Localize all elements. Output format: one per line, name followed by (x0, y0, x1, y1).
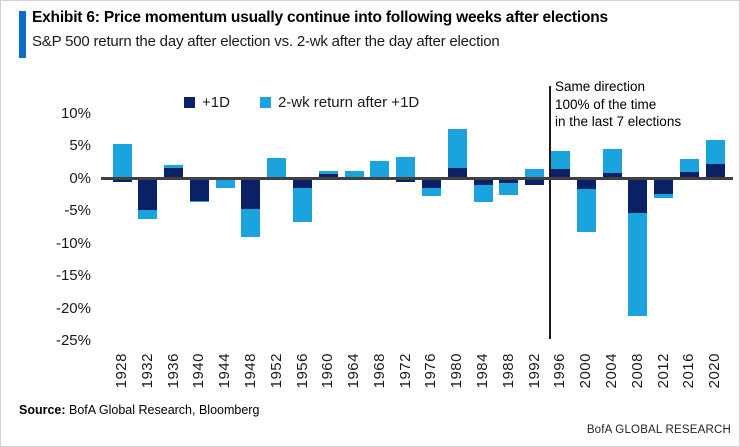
bar-segment-plus1d (679, 171, 699, 179)
x-tick-label: 2008 (628, 353, 646, 389)
x-tick-label: 2000 (577, 353, 595, 389)
bar-segment-plus1d (396, 178, 416, 182)
annotation-line: 100% of the time (555, 96, 657, 112)
bar-segment-2wk (138, 209, 158, 219)
bar-segment-2wk (499, 182, 519, 195)
bar-segment-2wk (112, 144, 132, 179)
bar-segment-2wk (628, 213, 648, 316)
bar-segment-plus1d (628, 178, 648, 214)
y-tick-label: 10% (60, 104, 91, 122)
source-label: Source: (19, 403, 66, 417)
x-tick-label: 2016 (680, 353, 698, 389)
x-tick-label: 1928 (113, 353, 130, 389)
bar-segment-2wk (293, 188, 313, 223)
brand-mark: BofA GLOBAL RESEARCH (586, 424, 731, 436)
bar-segment-plus1d (550, 168, 570, 179)
x-tick-label: 1992 (525, 353, 543, 389)
bar-segment-plus1d (525, 178, 545, 185)
x-tick-label: 2004 (603, 353, 620, 389)
bar-segment-2wk (705, 140, 725, 165)
bar-segment-plus1d (318, 174, 338, 179)
bar-segment-plus1d (421, 178, 441, 189)
legend-label-plus1d: +1D (202, 94, 230, 111)
bar-segment-2wk (421, 188, 441, 196)
bar-segment-2wk (164, 165, 184, 168)
header-accent-bar (19, 11, 26, 58)
bar-segment-2wk (215, 180, 235, 188)
annotation-text: Same direction 100% of the time in the l… (555, 78, 681, 131)
legend-swatch-2wk (259, 97, 271, 108)
x-tick-label: 1936 (164, 353, 182, 389)
y-tick-label: -25% (55, 332, 91, 350)
source-text: BofA Global Research, Bloomberg (65, 403, 260, 417)
bar-segment-2wk (447, 129, 467, 168)
bar-segment-2wk (576, 189, 596, 232)
bar-segment-2wk (396, 157, 416, 179)
y-tick-label: -20% (55, 299, 91, 317)
exhibit-subtitle: S&P 500 return the day after election vs… (32, 33, 500, 50)
y-tick-label: 5% (69, 137, 91, 155)
bar-segment-2wk (602, 149, 622, 173)
x-tick-label: 2020 (706, 353, 724, 389)
bar-segment-2wk (189, 200, 209, 203)
annotation-line: Same direction (555, 79, 646, 94)
y-tick-label: 0% (69, 169, 91, 187)
bar-segment-plus1d (241, 178, 261, 209)
x-tick-label: 1976 (422, 353, 440, 389)
x-tick-label: 1968 (370, 353, 388, 389)
bar-segment-2wk (473, 184, 493, 203)
bar-segment-plus1d (473, 178, 493, 185)
bar-segment-plus1d (654, 178, 674, 195)
bar-segment-plus1d (576, 178, 596, 190)
x-tick-label: 1964 (345, 353, 363, 389)
bar-segment-2wk (550, 151, 570, 169)
bar-segment-2wk (318, 170, 338, 175)
x-tick-label: 1996 (551, 353, 569, 389)
y-tick-label: -10% (55, 234, 91, 252)
annotation-line: in the last 7 elections (555, 114, 682, 129)
y-tick-label: -5% (64, 202, 91, 220)
bar-segment-2wk (654, 194, 674, 198)
bar-segment-2wk (370, 160, 390, 177)
legend-swatch-plus1d (184, 97, 195, 108)
x-tick-label: 1932 (138, 353, 156, 389)
legend-item-2wk: 2-wk return after +1D (259, 94, 420, 111)
x-tick-label: 1948 (241, 353, 259, 389)
x-tick-label: 1956 (293, 353, 311, 389)
annotation-divider-line (549, 86, 551, 339)
bar-segment-plus1d (138, 178, 158, 210)
x-tick-label: 1984 (474, 353, 492, 389)
bar-segment-plus1d (112, 178, 132, 182)
bar-segment-plus1d (499, 178, 519, 183)
x-tick-label: 1988 (499, 353, 517, 389)
bar-segment-plus1d (189, 178, 209, 201)
x-tick-label: 1952 (267, 353, 285, 389)
bar-segment-plus1d (164, 167, 184, 179)
y-tick-label: -15% (55, 267, 91, 285)
bar-segment-plus1d (447, 167, 467, 179)
source-note: Source: BofA Global Research, Bloomberg (19, 403, 259, 417)
bar-segment-plus1d (293, 178, 313, 189)
bar-segment-2wk (241, 208, 261, 237)
exhibit-title: Exhibit 6: Price momentum usually contin… (32, 9, 608, 26)
x-tick-label: 2012 (654, 353, 672, 389)
x-axis-line (101, 177, 733, 180)
x-tick-label: 1980 (448, 353, 466, 389)
legend-item-plus1d: +1D (184, 94, 230, 111)
x-tick-label: 1940 (190, 353, 208, 389)
bar-segment-2wk (267, 157, 287, 177)
legend-label-2wk: 2-wk return after +1D (277, 94, 420, 111)
bar-segment-2wk (525, 168, 545, 179)
bar-segment-plus1d (602, 172, 622, 179)
x-tick-label: 1972 (396, 353, 414, 389)
x-tick-label: 1944 (216, 353, 234, 389)
x-tick-label: 1960 (319, 353, 337, 389)
chart-legend: +1D 2-wk return after +1D (184, 94, 419, 111)
bar-segment-plus1d (705, 164, 725, 179)
bar-segment-2wk (679, 158, 699, 172)
bar-segment-2wk (344, 170, 364, 179)
